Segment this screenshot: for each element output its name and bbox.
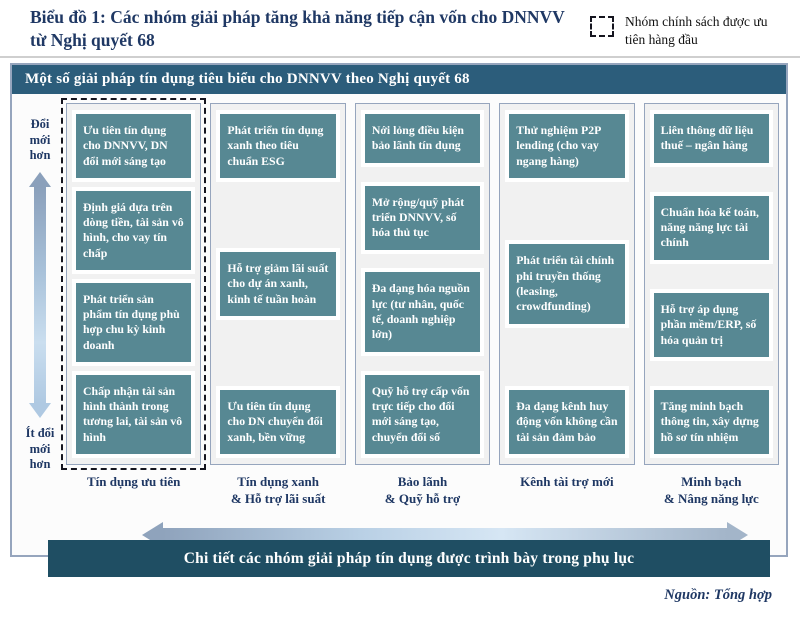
axis-bottom-label: Ít đổi mới hơn <box>25 426 55 472</box>
solution-box: Định giá dựa trên dòng tiền, tài sản vô … <box>72 186 196 274</box>
solution-box: Ưu tiên tín dụng cho DN chuyển đổi xanh,… <box>216 386 340 458</box>
page-title: Biểu đồ 1: Các nhóm giải pháp tăng khả n… <box>30 7 565 51</box>
solution-box: Liên thông dữ liệu thuế – ngân hàng <box>649 110 774 167</box>
column-new-funding-channels: Thử nghiệm P2P lending (cho vay ngang hà… <box>499 103 635 508</box>
solution-box: Đa dạng kênh huy động vốn không cần tài … <box>505 386 629 458</box>
solution-box: Chấp nhận tài sản hình thành trong tương… <box>72 370 196 458</box>
title-divider <box>0 56 800 58</box>
column-frame: Liên thông dữ liệu thuế – ngân hàng Chuẩ… <box>643 103 780 465</box>
solution-box: Hỗ trợ giảm lãi suất cho dự án xanh, kin… <box>216 248 340 320</box>
arrow-down-icon <box>29 403 51 419</box>
column-guarantee-funds: Nới lỏng điều kiện bảo lãnh tín dụng Mở … <box>354 103 491 508</box>
panel-header: Một số giải pháp tín dụng tiêu biểu cho … <box>12 65 786 94</box>
arrow-shaft <box>163 528 727 542</box>
column-footer: Tín dụng ưu tiên <box>86 474 181 489</box>
column-frame: Nới lỏng điều kiện bảo lãnh tín dụng Mở … <box>354 103 491 465</box>
vertical-double-arrow <box>29 171 51 419</box>
solution-box: Phát triển sản phẩm tín dụng phù hợp chu… <box>72 278 196 366</box>
innovation-axis: Đổi mới hơn Ít đổi mới hơn <box>14 103 66 477</box>
source-note: Nguồn: Tổng hợp <box>664 587 772 603</box>
arrow-shaft <box>34 186 46 404</box>
column-transparency-capacity: Liên thông dữ liệu thuế – ngân hàng Chuẩ… <box>643 103 780 508</box>
column-frame-priority: Ưu tiên tín dụng cho DNNVV, DN đổi mới s… <box>60 98 207 470</box>
axis-top-label: Đổi mới hơn <box>29 117 51 163</box>
solution-box: Phát triển tài chính phi truyền thống (l… <box>505 240 629 328</box>
solution-columns: Ưu tiên tín dụng cho DNNVV, DN đổi mới s… <box>60 98 780 508</box>
solution-box: Quỹ hỗ trợ cấp vốn trực tiếp cho đổi mới… <box>360 370 485 458</box>
column-frame: Thử nghiệm P2P lending (cho vay ngang hà… <box>499 103 635 465</box>
arrow-up-icon <box>29 171 51 187</box>
solution-box: Mở rộng/quỹ phát triển DNNVV, số hóa thủ… <box>360 181 485 254</box>
solutions-panel: Một số giải pháp tín dụng tiêu biểu cho … <box>10 63 788 557</box>
solution-box: Hỗ trợ áp dụng phần mềm/ERP, số hóa quản… <box>649 288 774 361</box>
column-footer: Minh bạch & Nâng năng lực <box>663 474 759 506</box>
solution-box: Phát triển tín dụng xanh theo tiêu chuẩn… <box>216 110 340 182</box>
solution-box: Nới lỏng điều kiện bảo lãnh tín dụng <box>360 110 485 167</box>
priority-dashed-box-icon <box>590 16 614 37</box>
column-green-credit: Phát triển tín dụng xanh theo tiêu chuẩn… <box>210 103 346 508</box>
column-frame: Phát triển tín dụng xanh theo tiêu chuẩn… <box>210 103 346 465</box>
column-footer: Kênh tài trợ mới <box>520 474 614 489</box>
solution-box: Ưu tiên tín dụng cho DNNVV, DN đổi mới s… <box>72 110 196 182</box>
legend-label: Nhóm chính sách được ưu tiên hàng đầu <box>625 14 768 47</box>
solution-box: Chuẩn hóa kế toán, năng năng lực tài chí… <box>649 191 774 264</box>
column-priority-credit: Ưu tiên tín dụng cho DNNVV, DN đổi mới s… <box>60 98 207 508</box>
solution-box: Đa dạng hóa nguồn lực (tư nhân, quốc tế,… <box>360 268 485 356</box>
panel-body: Đổi mới hơn Ít đổi mới hơn Ưu tiên tín d… <box>12 94 786 508</box>
appendix-note-bar: Chi tiết các nhóm giải pháp tín dụng đượ… <box>48 540 770 577</box>
column-footer: Tín dụng xanh & Hỗ trợ lãi suất <box>230 474 326 506</box>
solution-box: Tăng minh bạch thông tin, xây dựng hồ sơ… <box>649 386 774 458</box>
column-footer: Bảo lãnh & Quỹ hỗ trợ <box>384 474 461 506</box>
solution-box: Thử nghiệm P2P lending (cho vay ngang hà… <box>505 110 629 182</box>
legend: Nhóm chính sách được ưu tiên hàng đầu <box>590 13 785 48</box>
